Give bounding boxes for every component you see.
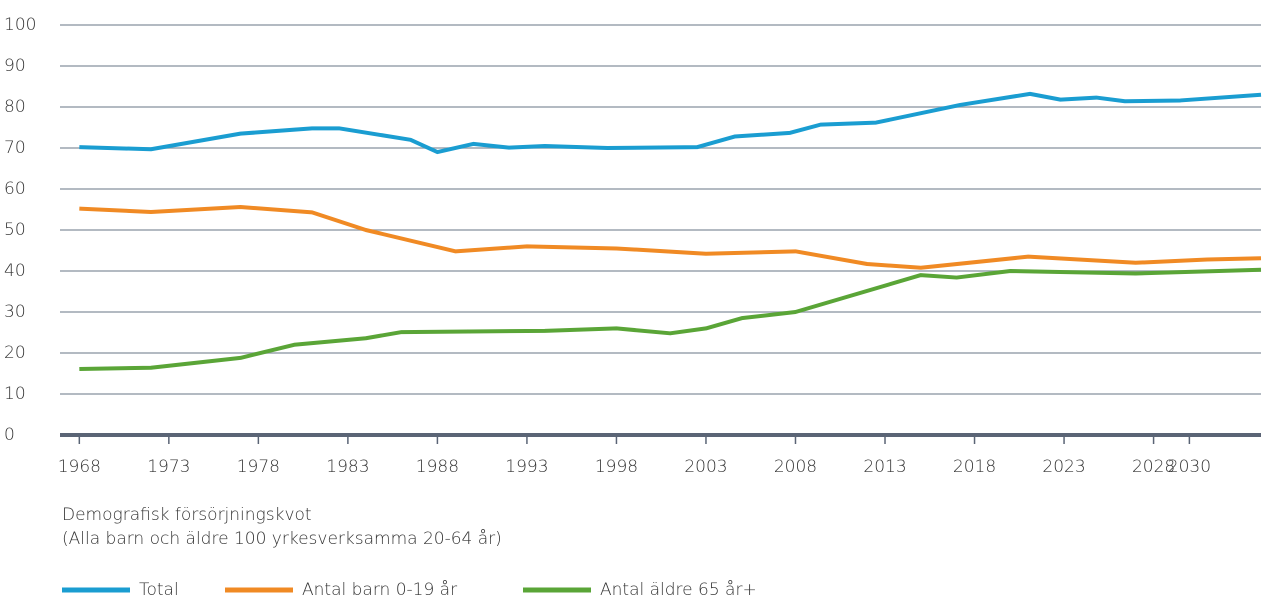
x-tick-label: 1998 [595, 457, 638, 477]
x-tick-label: 2013 [863, 457, 906, 477]
y-tick-label: 30 [4, 302, 26, 322]
x-tick-label: 2008 [774, 457, 817, 477]
y-tick-label: 0 [4, 425, 15, 445]
x-tick-label: 2003 [684, 457, 727, 477]
x-tick-label: 1993 [505, 457, 548, 477]
x-tick-label: 1983 [326, 457, 369, 477]
y-tick-label: 100 [4, 15, 36, 35]
legend-label: Total [139, 580, 179, 600]
series-line [79, 205, 1262, 270]
x-tick-label: 1988 [416, 457, 459, 477]
y-tick-label: 20 [4, 343, 26, 363]
note: (Alla barn och äldre 100 yrkesverksamma … [62, 528, 502, 549]
legend-label: Antal äldre 65 år+ [600, 579, 757, 600]
y-tick-label: 60 [4, 179, 26, 199]
y-tick-label: 90 [4, 56, 26, 76]
y-tick-label: 40 [4, 261, 26, 281]
legend-label: Antal barn 0-19 år [302, 579, 457, 600]
y-tick-label: 80 [4, 97, 26, 117]
x-tick-label: 2018 [953, 457, 996, 477]
x-tick-label: 1973 [147, 457, 190, 477]
series-line [79, 267, 1262, 371]
x-tick-label: 2030 [1168, 457, 1211, 477]
x-tick-label: 2028 [1132, 457, 1175, 477]
x-tick-label: 2023 [1042, 457, 1085, 477]
note: Demografisk försörjningskvot [62, 505, 312, 525]
x-tick-label: 1968 [58, 457, 101, 477]
series-line [79, 91, 1262, 155]
y-tick-label: 70 [4, 138, 26, 158]
y-tick-label: 50 [4, 220, 26, 240]
y-tick-label: 10 [4, 384, 26, 404]
x-tick-label: 1978 [237, 457, 280, 477]
